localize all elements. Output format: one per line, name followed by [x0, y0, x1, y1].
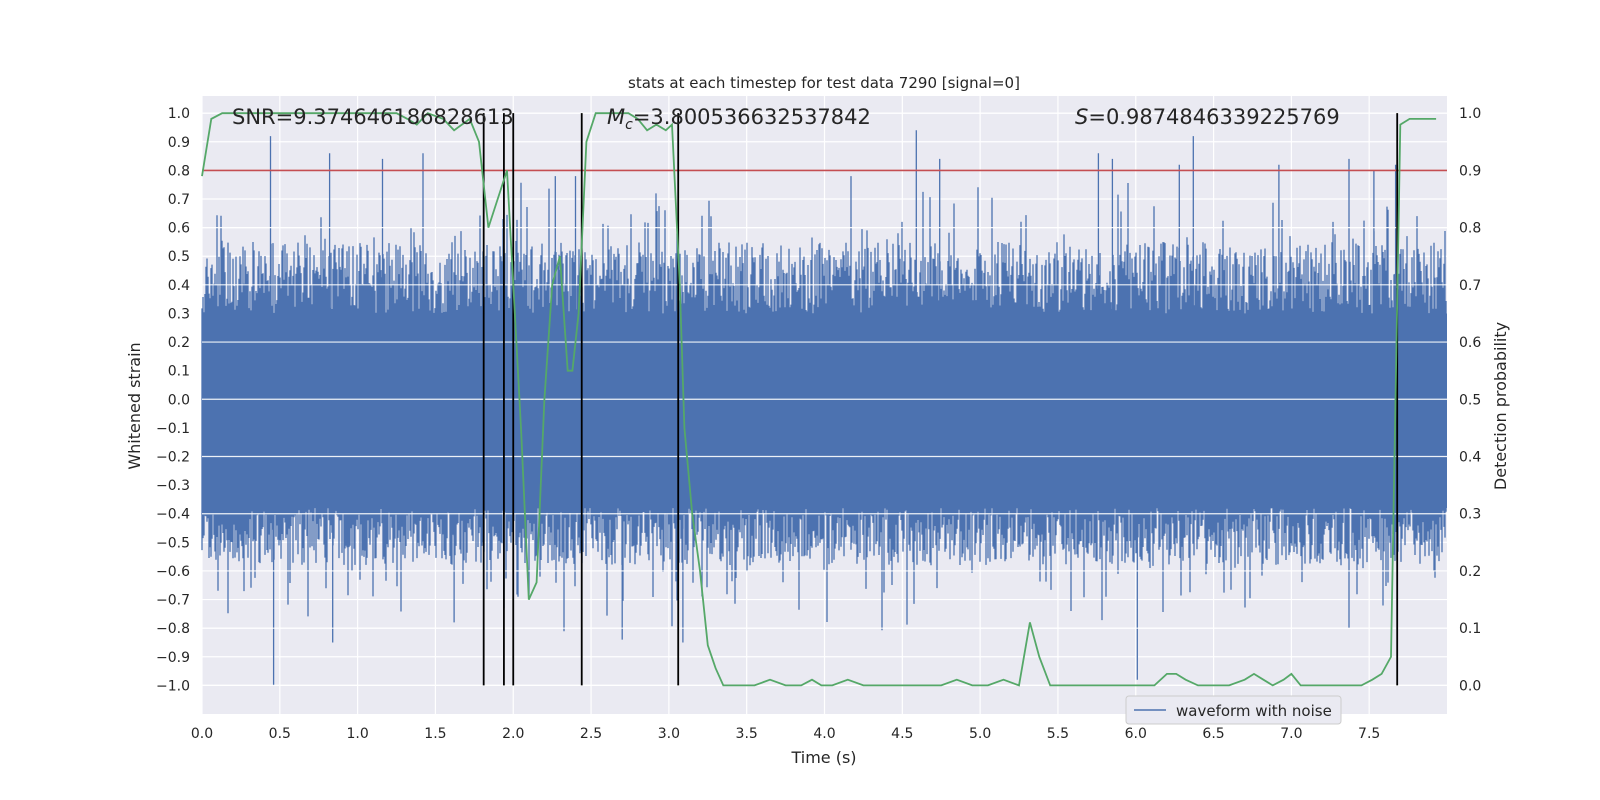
y-tick-label: −0.5: [156, 535, 190, 551]
y-tick-label: 0.5: [168, 249, 190, 265]
y-tick-label: −0.6: [156, 564, 190, 580]
waveform-core: [202, 313, 1447, 508]
y-tick-label: 0.4: [168, 278, 190, 294]
right-y-axis-label: Detection probability: [1491, 322, 1510, 490]
y-tick-label: −0.8: [156, 621, 190, 637]
right-y-tick-label: 0.1: [1459, 621, 1481, 637]
y-tick-label: −0.7: [156, 593, 190, 609]
right-y-tick-labels: 1.0 0.9 0.8 0.7 0.6 0.5 0.4 0.3 0.2 0.1 0.0: [1459, 106, 1481, 694]
snr-annotation: SNR=9.374646186828613: [232, 105, 514, 129]
x-tick-label: 0.5: [269, 726, 291, 742]
right-y-tick-label: 0.5: [1459, 392, 1481, 408]
right-y-tick-label: 0.2: [1459, 564, 1481, 580]
score-value: =0.9874846339225769: [1088, 105, 1339, 129]
y-tick-label: −0.2: [156, 450, 190, 466]
x-tick-label: 2.0: [502, 726, 524, 742]
left-y-axis-label: Whitened strain: [125, 342, 144, 469]
score-annotation: S=0.9874846339225769: [1075, 105, 1340, 129]
x-tick-label: 3.0: [658, 726, 680, 742]
x-tick-labels: 0.0 0.5 1.0 1.5 2.0 2.5 3.0 3.5 4.0 4.5 5.0 5.5 6.0 6…: [191, 726, 1380, 742]
x-tick-label: 4.5: [891, 726, 913, 742]
x-tick-label: 5.5: [1047, 726, 1069, 742]
right-y-tick-label: 0.4: [1459, 450, 1481, 466]
y-tick-label: 1.0: [168, 106, 190, 122]
x-tick-label: 4.0: [813, 726, 835, 742]
y-tick-label: −0.3: [156, 478, 190, 494]
right-y-tick-label: 1.0: [1459, 106, 1481, 122]
x-tick-label: 2.5: [580, 726, 602, 742]
legend-box: [1125, 695, 1342, 725]
right-y-tick-label: 0.8: [1459, 221, 1481, 237]
score-symbol: S: [1075, 105, 1088, 129]
x-axis-label: Time (s): [790, 748, 856, 767]
y-tick-label: −1.0: [156, 678, 190, 694]
y-tick-label: 0.6: [168, 221, 190, 237]
x-tick-label: 7.5: [1358, 726, 1380, 742]
right-y-tick-label: 0.3: [1459, 507, 1481, 523]
chirp-mass-value: =3.800536632537842: [633, 105, 871, 129]
y-tick-label: 0.8: [168, 163, 190, 179]
x-tick-label: 1.0: [346, 726, 368, 742]
legend: waveform with noise: [1125, 695, 1342, 725]
right-y-tick-label: 0.9: [1459, 163, 1481, 179]
y-tick-label: −0.9: [156, 650, 190, 666]
y-tick-label: −0.4: [156, 507, 190, 523]
x-tick-label: 0.0: [191, 726, 213, 742]
detection-probability-line: [201, 112, 1437, 687]
y-tick-label: 0.0: [168, 392, 190, 408]
y-tick-label: 0.2: [168, 335, 190, 351]
y-tick-label: 0.1: [168, 364, 190, 380]
y-tick-label: 0.9: [168, 135, 190, 151]
chirp-mass-annotation: Mc=3.800536632537842: [607, 105, 871, 133]
left-y-tick-labels: 1.0 0.9 0.8 0.7 0.6 0.5 0.4 0.3 0.2 0.1 0.0 −0.1 −0.…: [156, 106, 190, 694]
x-tick-label: 5.0: [969, 726, 991, 742]
event-lines: [482, 113, 1399, 686]
waveform-series: [201, 130, 1447, 686]
x-tick-label: 7.0: [1280, 726, 1302, 742]
right-y-tick-label: 0.0: [1459, 678, 1481, 694]
y-tick-label: 0.3: [168, 306, 190, 322]
right-y-tick-label: 0.6: [1459, 335, 1481, 351]
chirp-mass-subscript: c: [625, 117, 633, 133]
y-tick-label: 0.7: [168, 192, 190, 208]
chart-title: stats at each timestep for test data 729…: [628, 74, 1020, 92]
right-y-tick-label: 0.7: [1459, 278, 1481, 294]
x-tick-label: 6.5: [1202, 726, 1224, 742]
x-tick-label: 3.5: [736, 726, 758, 742]
x-tick-label: 6.0: [1125, 726, 1147, 742]
x-tick-label: 1.5: [424, 726, 446, 742]
chirp-mass-symbol: M: [607, 105, 625, 129]
y-tick-label: −0.1: [156, 421, 190, 437]
legend-label: waveform with noise: [1176, 702, 1332, 720]
